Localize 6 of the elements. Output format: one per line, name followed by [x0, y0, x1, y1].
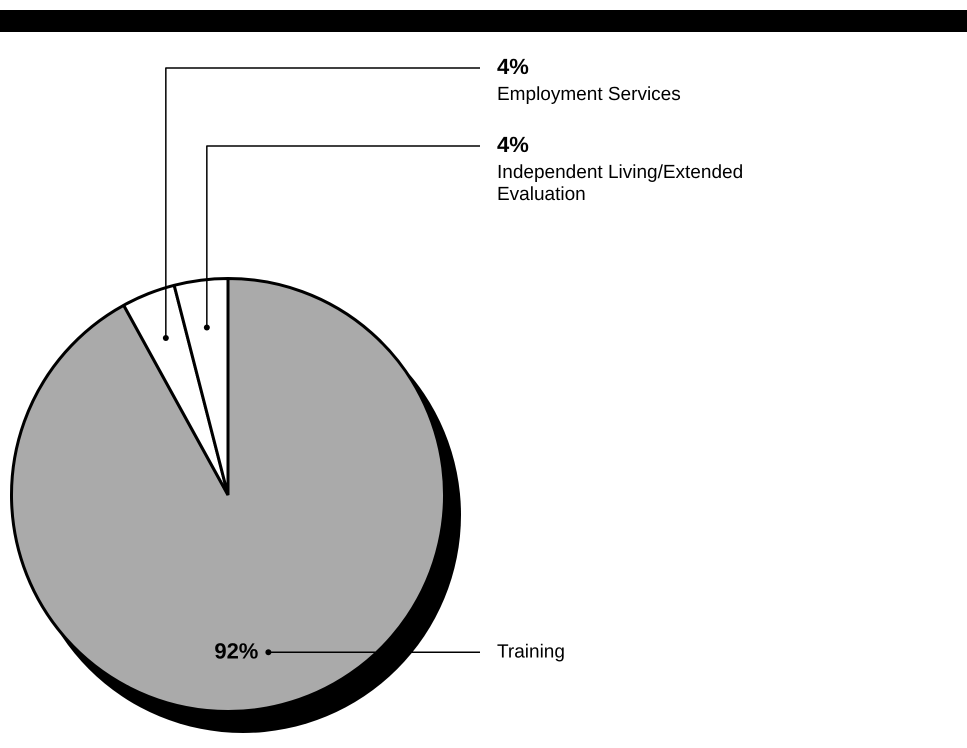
data-label: 4%: [497, 132, 529, 158]
data-label: 4%: [497, 54, 529, 80]
slice-label: Independent Living/Extended Evaluation: [497, 162, 744, 206]
slice-label: Training: [497, 642, 565, 663]
slice-label: Employment Services: [497, 84, 681, 106]
data-label: 92%: [214, 638, 258, 664]
